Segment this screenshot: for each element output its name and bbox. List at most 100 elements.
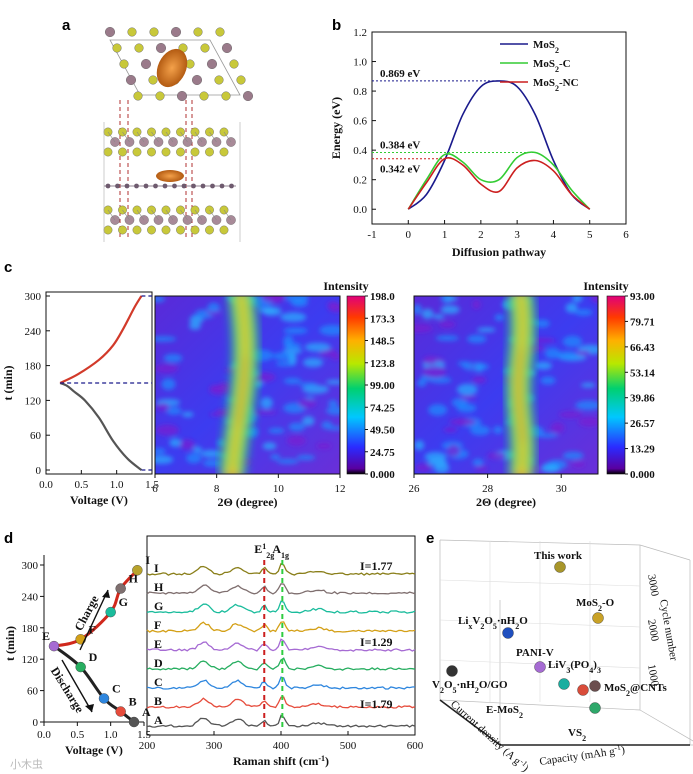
y-tick-label: 300: [22, 560, 39, 572]
x-tick-label: 3: [514, 229, 520, 241]
comparison-label: LiV3(PO4)3: [548, 659, 601, 675]
box-edge: [639, 544, 691, 561]
x-tick-label: 1.0: [104, 729, 118, 741]
sulfur-atom: [176, 147, 185, 157]
current-label: I=1.77: [360, 559, 393, 573]
bond: [151, 209, 159, 221]
comparison-label: V2O5·nH2O/GO: [432, 679, 508, 695]
energy-barrier-chart: -1 0 1 2 3 4 5 6 0.0 0.2 0.4 0.6 0.8 1.0 1.2 Diffusion …: [329, 27, 629, 259]
sulfur-atom: [118, 225, 127, 235]
state-point-label: E: [42, 629, 50, 643]
x-tick-label: 4: [551, 229, 557, 241]
comparison-point: [446, 665, 458, 677]
comparison-point: [589, 702, 601, 714]
z-tick-label: 1000: [645, 663, 661, 687]
raman-trace-d: [146, 657, 416, 671]
bond: [194, 209, 203, 221]
comparison-label: VS2: [568, 727, 586, 743]
colorbar-tick-label: 0.000: [630, 469, 655, 481]
y-tick-label: 240: [25, 326, 42, 338]
comparison-point: [592, 612, 604, 624]
panel-label-e: e: [426, 530, 434, 547]
bond: [136, 131, 145, 143]
sulfur-atom: [119, 59, 129, 69]
y-tick-label: 0: [36, 465, 42, 477]
panel-b: b -1 0 1 2 3 4 5 6 0.0 0.2 0.4 0.6 0.8 1.0 1.2 Diffusio…: [329, 17, 629, 259]
colorbar: [346, 295, 366, 475]
colorbar-tick-label: 79.71: [630, 316, 655, 328]
sulfur-atom: [147, 225, 156, 235]
sulfur-atom: [221, 91, 231, 101]
colorbar-tick-label: 198.0: [370, 291, 395, 303]
diffraction-ridge: [219, 296, 259, 474]
sulfur-atom: [176, 225, 185, 235]
raman-trace-g: [146, 600, 416, 614]
diffraction-ridge: [505, 296, 536, 474]
bond: [107, 209, 116, 221]
y-tick-label: 60: [27, 686, 39, 698]
y-tick-label: 240: [22, 591, 39, 603]
legend-label: MoS2-NC: [533, 77, 579, 93]
y-tick-label: 0.2: [353, 175, 367, 187]
colorbar: [606, 295, 626, 475]
raman-trace-c: [146, 676, 416, 690]
annotation-label: 0.869 eV: [380, 68, 420, 80]
x-tick-label: 30: [556, 483, 568, 495]
heatmap-body: [414, 296, 598, 474]
x-tick-label: 0.5: [70, 729, 84, 741]
x-tick-label: 8: [214, 483, 220, 495]
sulfur-atom: [229, 59, 239, 69]
x-axis-label: Voltage (V): [65, 743, 123, 757]
current-label: I=1.79: [360, 697, 393, 711]
y-tick-label: 0.6: [353, 116, 367, 128]
y-tick-label: 60: [30, 430, 42, 442]
x-tick-label: 300: [206, 740, 223, 752]
bond: [122, 131, 130, 143]
comparison-3d-chart: This work MoS2-O LixV2O5·nH2O PANI-V V2O5·nH…: [432, 539, 693, 774]
x-tick-label: 2: [478, 229, 484, 241]
bond: [165, 209, 174, 221]
sulfur-atom: [103, 225, 113, 235]
plot-frame: [371, 31, 627, 225]
z-tick-label: 2000: [645, 618, 661, 642]
bond: [209, 131, 217, 143]
y-tick-label: 1.0: [353, 57, 367, 69]
y-axis-label: t (min): [1, 366, 15, 401]
sulfur-atom: [132, 147, 142, 157]
state-point-h: [115, 583, 126, 594]
heatmap-frame: [154, 295, 341, 475]
panel-c: c 0.0 0.5 1.0 1.5 0 60 120 180 240 300 Voltage (V)…: [1, 259, 655, 509]
voltage-curve-discharge: [59, 381, 143, 471]
panel-label-a: a: [62, 17, 71, 34]
sulfur-atom: [214, 75, 224, 85]
sulfur-atom: [190, 147, 200, 157]
molybdenum-atom: [176, 90, 187, 101]
sulfur-atom: [134, 43, 144, 53]
x-tick-label: 1.5: [145, 479, 159, 491]
state-point-label: H: [129, 572, 139, 586]
raman-trace-b: [146, 696, 416, 709]
panel-a: a: [62, 17, 253, 242]
x-axis-label: Diffusion pathway: [452, 245, 546, 259]
y-axis-label: t (min): [3, 626, 17, 661]
bond: [165, 131, 174, 143]
x-tick-label: -1: [367, 229, 376, 241]
colorbar-tick-label: 0.000: [370, 469, 395, 481]
comparison-point: [554, 561, 566, 573]
raman-trace-label: C: [154, 675, 163, 689]
bond: [180, 131, 188, 143]
x-tick-label: 0.0: [39, 479, 53, 491]
colorbar-tick-label: 13.29: [630, 444, 655, 456]
comparison-label: This work: [534, 550, 583, 562]
state-point-a: [128, 716, 140, 728]
colorbar-tick-label: 66.43: [630, 342, 655, 354]
comparison-label: E-MoS2: [486, 704, 523, 720]
colorbar-tick-label: 49.50: [370, 425, 395, 437]
x-tick-label: 0: [406, 229, 412, 241]
raman-trace-label: D: [154, 656, 163, 670]
y-tick-label: 0: [33, 717, 39, 729]
raman-trace-label: I: [154, 561, 159, 575]
bond: [136, 209, 145, 221]
